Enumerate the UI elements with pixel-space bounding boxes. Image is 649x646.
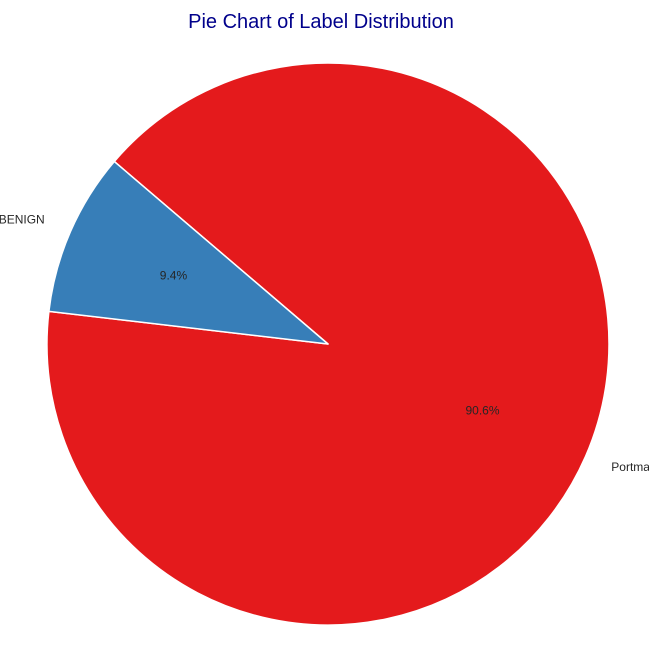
- pie-slices: [46, 62, 610, 626]
- pie-slice-benign: [48, 160, 329, 345]
- slice-percent-benign: 9.4%: [160, 269, 188, 283]
- slice-percent-portmap: 90.6%: [466, 404, 500, 418]
- slice-label-portmap: Portmap: [611, 460, 649, 474]
- slice-label-benign: BENIGN: [0, 213, 45, 227]
- chart-title: Pie Chart of Label Distribution: [188, 11, 454, 33]
- pie-labels: Portmap 90.6% BENIGN 9.4%: [0, 213, 649, 474]
